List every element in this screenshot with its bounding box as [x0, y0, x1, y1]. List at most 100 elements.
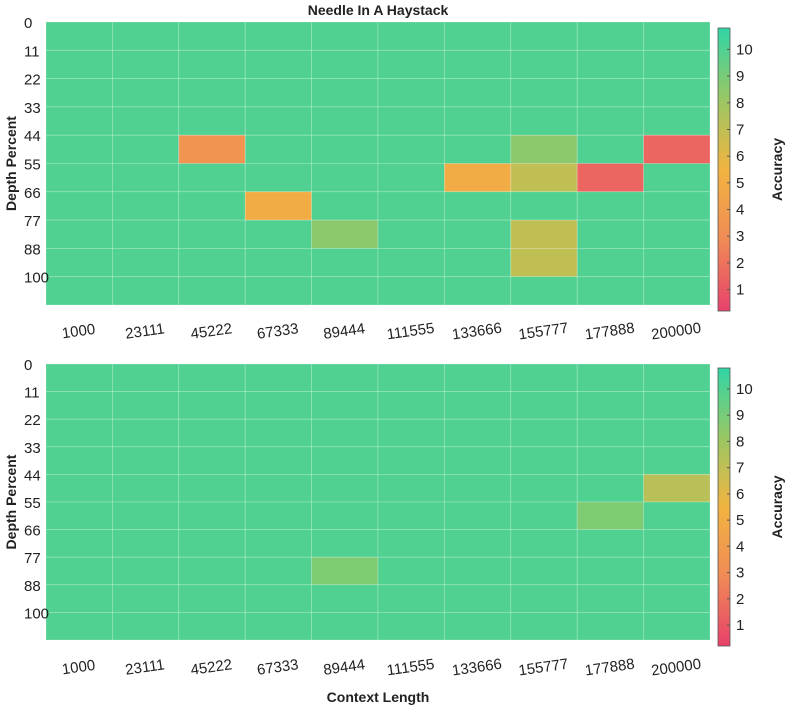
- heatmap-cell: [377, 473, 445, 503]
- heatmap-cell: [311, 219, 379, 249]
- heatmap-cell: [178, 78, 246, 108]
- colorbar-label: Accuracy: [769, 138, 785, 201]
- x-tick-label: 1000: [61, 657, 96, 678]
- heatmap-cell: [576, 276, 645, 306]
- heatmap-cell: [311, 247, 379, 278]
- colorbar-tick-label: 4: [736, 538, 744, 555]
- x-tick-label: 155777: [517, 656, 569, 680]
- colorbar-tick-label: 2: [736, 591, 744, 608]
- colorbar-label: Accuracy: [769, 475, 785, 538]
- heatmap-cell: [178, 276, 246, 306]
- heatmap-cell: [377, 247, 445, 278]
- heatmap-cell: [377, 163, 445, 193]
- heatmap-cell: [178, 584, 246, 613]
- heatmap-cell: [576, 21, 645, 51]
- heatmap-cell: [45, 612, 113, 641]
- heatmap-cell: [377, 134, 445, 164]
- y-tick-label: 88: [24, 578, 41, 595]
- heatmap-cell: [443, 391, 512, 420]
- heatmap-cell: [643, 134, 711, 164]
- heatmap-cell: [377, 276, 445, 306]
- y-axis-label: Depth Percent: [3, 116, 19, 211]
- heatmap-cell: [45, 473, 113, 503]
- colorbar-tick-label: 5: [736, 512, 744, 529]
- heatmap-cell: [178, 556, 246, 586]
- x-tick-label: 200000: [650, 656, 702, 680]
- heatmap-cell: [45, 529, 113, 558]
- heatmap-cell: [443, 363, 512, 393]
- y-tick-label: 22: [24, 72, 41, 89]
- heatmap-cell: [244, 247, 312, 278]
- heatmap-cell: [45, 556, 113, 586]
- heatmap-cell: [576, 134, 645, 164]
- heatmap-cell: [45, 418, 113, 448]
- colorbar-gradient: [717, 27, 731, 312]
- colorbar: 1 2 3 4 5 6 7 8 9 10 Accuracy: [717, 27, 785, 312]
- heatmap-cell: [643, 49, 711, 79]
- heatmap-cell: [643, 163, 711, 193]
- colorbar-tick-label: 1: [736, 617, 744, 634]
- heatmap-cell: [643, 391, 711, 420]
- heatmap-cell: [443, 219, 512, 249]
- chart-title: Needle In A Haystack: [308, 2, 449, 18]
- heatmap-cell: [311, 556, 379, 586]
- heatmap-cell: [576, 191, 645, 221]
- heatmap-cell: [178, 612, 246, 641]
- heatmap-cell: [112, 473, 180, 503]
- heatmap-panel-2: 0 11 22 33 44 55 66 77 88 100 Depth Percent 1000 231…: [3, 357, 711, 705]
- x-tick-label: 111555: [386, 656, 436, 679]
- heatmap-cell: [112, 584, 180, 613]
- heatmap-cell: [178, 501, 246, 531]
- x-tick-label: 23111: [124, 656, 165, 678]
- heatmap-cell: [377, 418, 445, 448]
- heatmap-cell: [576, 78, 645, 108]
- x-tick-label: 45222: [190, 320, 234, 343]
- y-tick-label: 11: [24, 43, 40, 60]
- heatmap-cell: [377, 529, 445, 558]
- y-tick-label: 22: [24, 412, 41, 429]
- heatmap-cell: [112, 21, 180, 51]
- heatmap-cell: [45, 21, 113, 51]
- heatmap-cell: [443, 529, 512, 558]
- colorbar-tick-label: 3: [736, 228, 744, 245]
- heatmap-cell: [510, 556, 578, 586]
- heatmap-cell: [510, 391, 578, 420]
- heatmap-cell: [576, 612, 645, 641]
- heatmap-cell: [311, 612, 379, 641]
- heatmap-cell: [377, 219, 445, 249]
- heatmap-cell: [576, 219, 645, 249]
- heatmap-cell: [510, 276, 578, 306]
- x-tick-label: 89444: [322, 656, 366, 679]
- heatmap-cell: [112, 418, 180, 448]
- heatmap-cell: [377, 446, 445, 475]
- heatmap-cell: [377, 612, 445, 641]
- heatmap-cell: [510, 163, 578, 193]
- heatmap-cell: [377, 584, 445, 613]
- heatmap-cell: [443, 446, 512, 475]
- heatmap-cell: [112, 276, 180, 306]
- heatmap-cell: [45, 78, 113, 108]
- heatmap-cell: [45, 276, 113, 306]
- colorbar-tick-label: 9: [736, 68, 744, 85]
- y-tick-label: 44: [24, 128, 41, 145]
- heatmap-cell: [576, 391, 645, 420]
- heatmap-cell: [178, 21, 246, 51]
- heatmap-cell: [510, 134, 578, 164]
- heatmap-cell: [112, 446, 180, 475]
- x-tick-label: 200000: [650, 320, 702, 344]
- heatmap-cell: [377, 78, 445, 108]
- colorbar-tick-label: 6: [736, 486, 744, 503]
- x-tick-label: 45222: [190, 656, 234, 679]
- heatmap-cell: [576, 446, 645, 475]
- heatmap-cell: [510, 247, 578, 278]
- heatmap-cell: [576, 247, 645, 278]
- heatmap-cell: [643, 78, 711, 108]
- heatmap-cell: [643, 247, 711, 278]
- heatmap-cell: [178, 363, 246, 393]
- heatmap-cell: [443, 473, 512, 503]
- heatmap-cell: [112, 247, 180, 278]
- heatmap-cell: [311, 501, 379, 531]
- heatmap-cell: [178, 391, 246, 420]
- heatmap-cell: [510, 612, 578, 641]
- heatmap-cell: [311, 584, 379, 613]
